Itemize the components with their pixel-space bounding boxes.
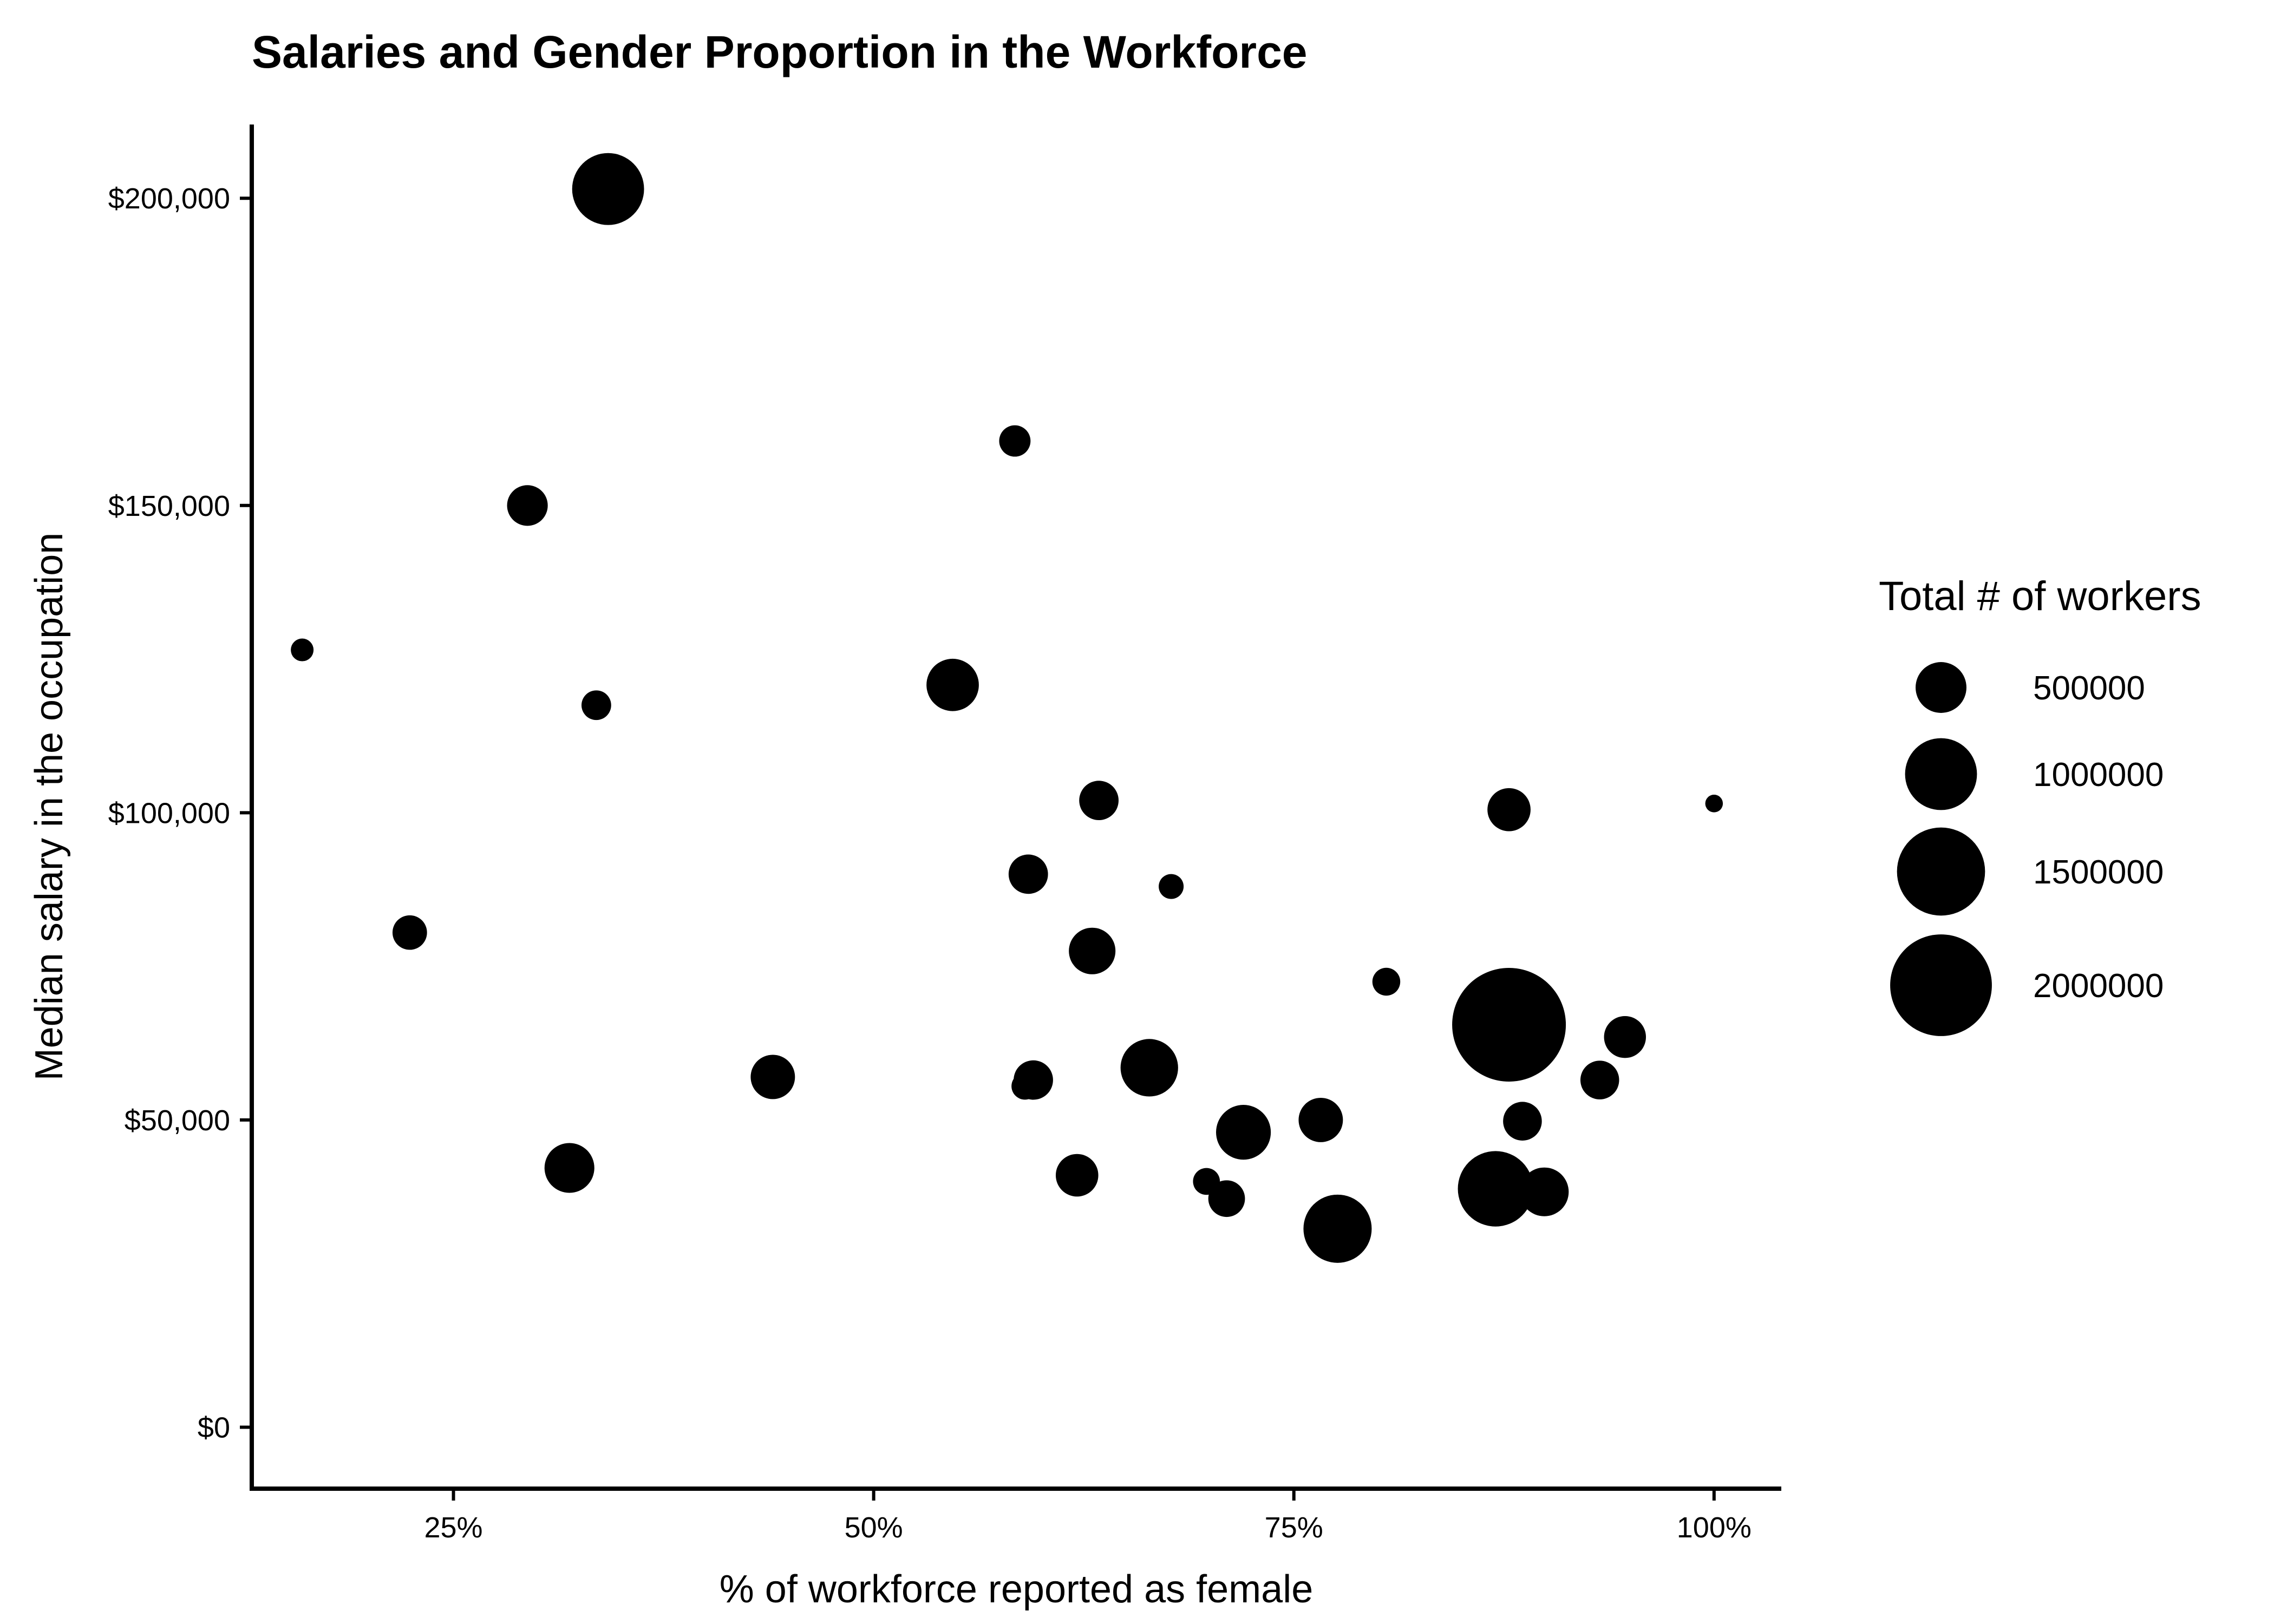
legend-entries: 500000 1000000 1500000 2000000 — [1890, 662, 2164, 1036]
data-point — [926, 658, 979, 711]
data-point — [572, 153, 644, 225]
data-point — [1471, 976, 1507, 1012]
x-axis-ticks: 25% 50% 75% 100% — [424, 1489, 1752, 1544]
y-tick-label: $200,000 — [108, 182, 230, 215]
data-point — [581, 690, 611, 721]
data-point — [1487, 788, 1531, 831]
data-point — [1520, 1167, 1569, 1216]
data-point — [1008, 854, 1048, 894]
data-point — [1604, 1016, 1646, 1058]
y-tick-label: $0 — [198, 1411, 230, 1444]
data-point — [1303, 1194, 1372, 1263]
legend-size-circle — [1916, 662, 1966, 713]
x-tick-label: 100% — [1677, 1511, 1752, 1544]
x-tick-label: 50% — [845, 1511, 903, 1544]
x-tick-label: 75% — [1265, 1511, 1323, 1544]
data-point — [1120, 1039, 1178, 1097]
size-legend: Total # of workers 500000 1000000 1500000 2… — [1879, 573, 2201, 1036]
legend-size-circle — [1897, 827, 1985, 916]
legend-size-label: 1500000 — [2033, 854, 2164, 891]
data-point — [1705, 795, 1723, 813]
data-point — [1069, 927, 1116, 974]
y-tick-label: $50,000 — [125, 1104, 230, 1137]
data-point — [999, 425, 1031, 457]
legend-size-label: 500000 — [2033, 670, 2145, 707]
data-point — [507, 485, 548, 526]
y-axis-ticks: $0 $50,000 $100,000 $150,000 $200,000 — [108, 182, 252, 1444]
y-tick-label: $150,000 — [108, 490, 230, 522]
legend-size-label: 2000000 — [2033, 967, 2164, 1005]
data-point — [1458, 1151, 1533, 1227]
data-point — [1011, 1072, 1038, 1100]
y-tick-label: $100,000 — [108, 797, 230, 829]
legend-size-circle — [1905, 738, 1977, 810]
data-point — [1580, 1060, 1619, 1099]
data-point — [1055, 1154, 1099, 1197]
data-point — [1079, 781, 1119, 821]
chart-title: Salaries and Gender Proportion in the Wo… — [252, 27, 1308, 77]
data-point — [1298, 1097, 1343, 1142]
data-point — [1503, 1102, 1542, 1141]
legend-title: Total # of workers — [1879, 573, 2201, 619]
data-point — [1216, 1105, 1271, 1160]
data-point — [1372, 967, 1401, 996]
points-layer — [291, 153, 1723, 1263]
data-point — [291, 638, 314, 662]
data-point — [1159, 874, 1184, 899]
legend-size-circle — [1890, 934, 1992, 1036]
x-tick-label: 25% — [424, 1511, 482, 1544]
data-point — [750, 1055, 795, 1099]
legend-size-label: 1000000 — [2033, 756, 2164, 794]
y-axis-title: Median salary in the occupation — [28, 533, 71, 1081]
data-point — [1208, 1180, 1245, 1217]
data-point — [1193, 1168, 1220, 1195]
data-point — [392, 915, 427, 950]
data-point — [544, 1143, 594, 1193]
data-point — [1452, 967, 1566, 1082]
x-axis-title: % of workforce reported as female — [720, 1568, 1314, 1611]
